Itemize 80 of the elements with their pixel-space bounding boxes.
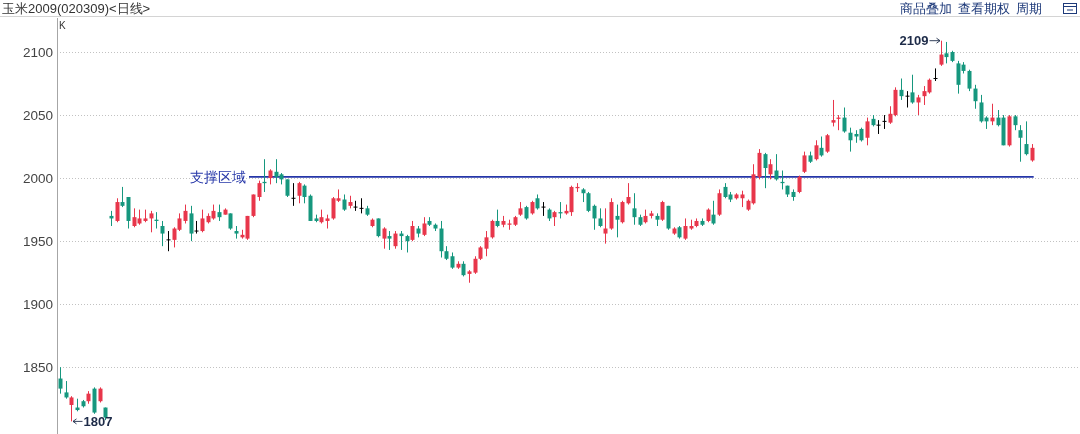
text: 周期	[1016, 1, 1042, 16]
candlestick	[916, 94, 921, 116]
candlestick	[126, 196, 131, 230]
candlestick	[876, 119, 881, 135]
candlestick	[382, 226, 387, 250]
candlestick	[620, 200, 625, 224]
candlestick	[973, 84, 978, 110]
candlestick	[484, 230, 489, 257]
y-tick-label: 2050	[22, 107, 53, 123]
y-tick-label: 1950	[22, 233, 53, 249]
candlestick	[69, 395, 74, 422]
candlestick	[774, 153, 779, 182]
ref-line-label: 支撑区域	[190, 168, 246, 185]
candlestick	[1018, 124, 1023, 163]
candlestick	[865, 117, 870, 146]
candlestick	[802, 151, 807, 174]
candlestick	[882, 114, 887, 130]
candlestick	[831, 99, 836, 127]
candlestick	[763, 152, 768, 189]
y-tick-label: 1900	[22, 296, 53, 312]
text: 查看期权	[958, 1, 1010, 16]
candlestick	[1024, 120, 1029, 156]
y-tick-label: 2000	[22, 170, 53, 186]
candlestick	[194, 220, 199, 235]
candlestick	[120, 186, 125, 208]
candlestick	[200, 209, 205, 233]
candlestick	[92, 386, 97, 415]
candlestick	[251, 193, 256, 218]
candlestick	[160, 220, 165, 247]
candlestick	[541, 201, 546, 217]
candlestick	[257, 180, 262, 202]
candlestick	[660, 200, 665, 222]
annotation: 1807	[83, 413, 113, 429]
y-tick-label: 1850	[22, 359, 53, 375]
candlestick	[603, 207, 608, 245]
candlestick	[592, 204, 597, 231]
candlestick	[302, 183, 307, 204]
y-axis-title: K	[59, 20, 66, 31]
candlestick	[967, 69, 972, 92]
candlestick	[757, 148, 762, 180]
candlestick	[825, 133, 830, 154]
text: 商品叠加	[900, 1, 952, 16]
candlestick	[848, 127, 853, 153]
candlestick	[422, 216, 427, 237]
candlestick	[711, 200, 716, 226]
candlestick	[717, 188, 722, 217]
candlestick	[439, 220, 444, 259]
candlestick	[586, 191, 591, 213]
y-tick-label: 2100	[22, 44, 53, 60]
candlestick	[598, 207, 603, 228]
candlestick	[683, 217, 688, 241]
candlestick	[842, 107, 847, 134]
candlestick	[933, 67, 938, 82]
candlestick	[768, 158, 773, 180]
candlestick	[626, 182, 631, 206]
candlestick	[899, 78, 904, 101]
candlestick	[819, 136, 824, 158]
candlestick	[359, 197, 364, 214]
candlestick	[410, 220, 415, 242]
candlestick	[814, 139, 819, 161]
candlestick	[353, 200, 358, 212]
candlestick	[939, 40, 944, 67]
candlestick	[149, 210, 154, 233]
candlestick	[291, 182, 296, 207]
candlestick	[189, 205, 194, 242]
annotation: 2109	[899, 33, 929, 49]
candlestick	[183, 204, 188, 224]
candlestick	[166, 230, 171, 252]
candlestick	[905, 90, 910, 108]
candlestick	[58, 366, 63, 395]
candlestick	[910, 74, 915, 105]
candlestick	[944, 41, 949, 64]
candlestick	[297, 181, 302, 204]
candlestick	[376, 217, 381, 238]
candlestick	[615, 204, 620, 238]
candlestick	[490, 219, 495, 240]
candlestick	[632, 192, 637, 226]
candlestick	[387, 230, 392, 251]
chart-title: 玉米2009(020309)<日线>	[2, 1, 151, 16]
candlestick	[115, 197, 120, 223]
